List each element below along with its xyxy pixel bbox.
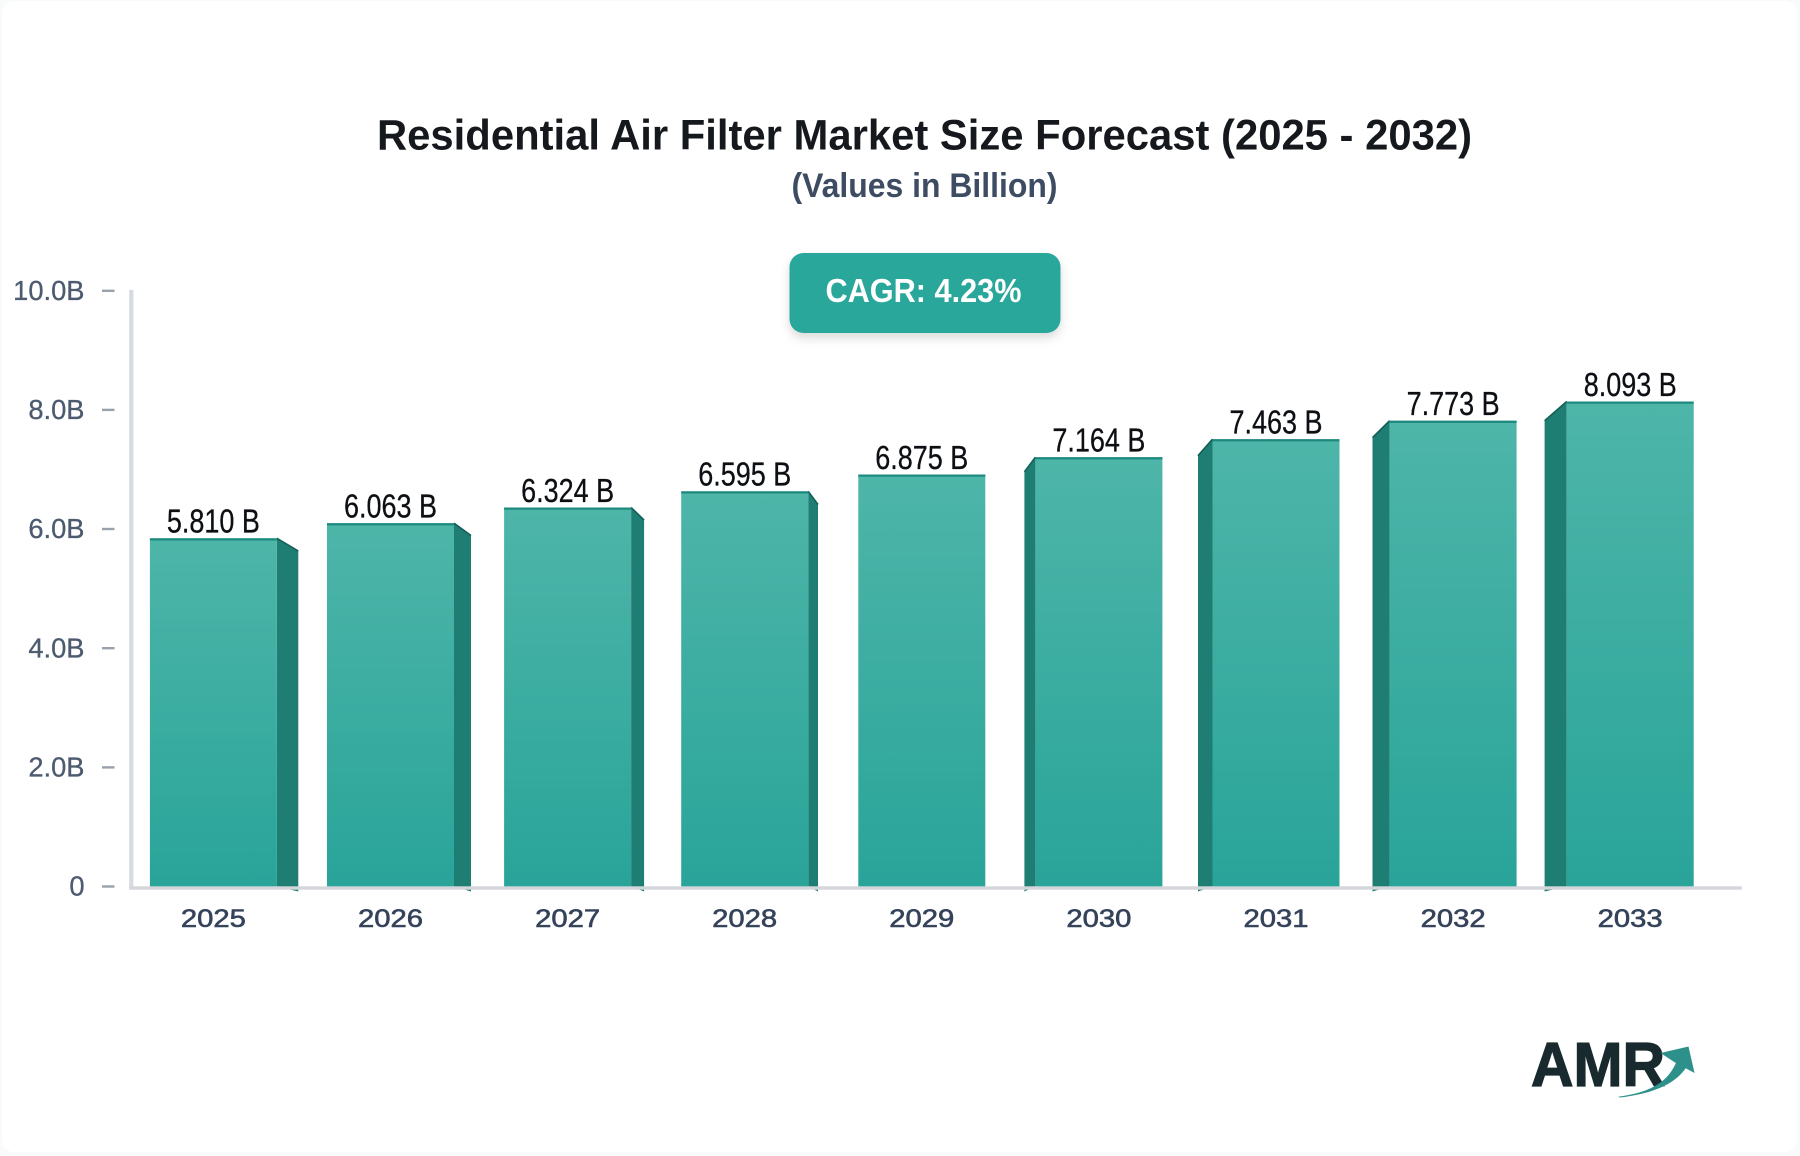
svg-text:6.875 B: 6.875 B <box>875 440 968 477</box>
svg-text:CAGR: 4.23%: CAGR: 4.23% <box>826 273 1022 310</box>
svg-text:2031: 2031 <box>1244 906 1309 933</box>
svg-text:(Values in Billion): (Values in Billion) <box>792 167 1058 205</box>
svg-text:0: 0 <box>69 871 84 902</box>
svg-text:6.0B: 6.0B <box>28 513 84 544</box>
svg-text:2029: 2029 <box>889 906 954 933</box>
svg-text:2032: 2032 <box>1421 906 1486 933</box>
svg-text:8.093 B: 8.093 B <box>1584 367 1677 404</box>
svg-text:AMR: AMR <box>1531 1030 1665 1100</box>
svg-text:2.0B: 2.0B <box>28 752 84 783</box>
svg-text:2026: 2026 <box>358 906 423 933</box>
svg-text:7.463 B: 7.463 B <box>1230 405 1323 442</box>
svg-text:7.164 B: 7.164 B <box>1052 423 1145 460</box>
svg-text:6.595 B: 6.595 B <box>698 457 791 494</box>
svg-text:2033: 2033 <box>1598 906 1663 933</box>
svg-text:5.810 B: 5.810 B <box>167 504 260 541</box>
svg-text:7.773 B: 7.773 B <box>1407 386 1500 423</box>
svg-text:2028: 2028 <box>712 906 777 933</box>
svg-text:4.0B: 4.0B <box>28 632 84 663</box>
svg-text:Residential Air Filter Market: Residential Air Filter Market Size Forec… <box>377 111 1472 158</box>
svg-text:6.324 B: 6.324 B <box>521 473 614 510</box>
svg-text:8.0B: 8.0B <box>28 394 84 425</box>
svg-text:10.0B: 10.0B <box>13 275 84 306</box>
svg-text:2027: 2027 <box>535 906 600 933</box>
svg-text:2025: 2025 <box>181 906 246 933</box>
svg-text:2030: 2030 <box>1066 906 1131 933</box>
svg-text:6.063 B: 6.063 B <box>344 489 437 526</box>
